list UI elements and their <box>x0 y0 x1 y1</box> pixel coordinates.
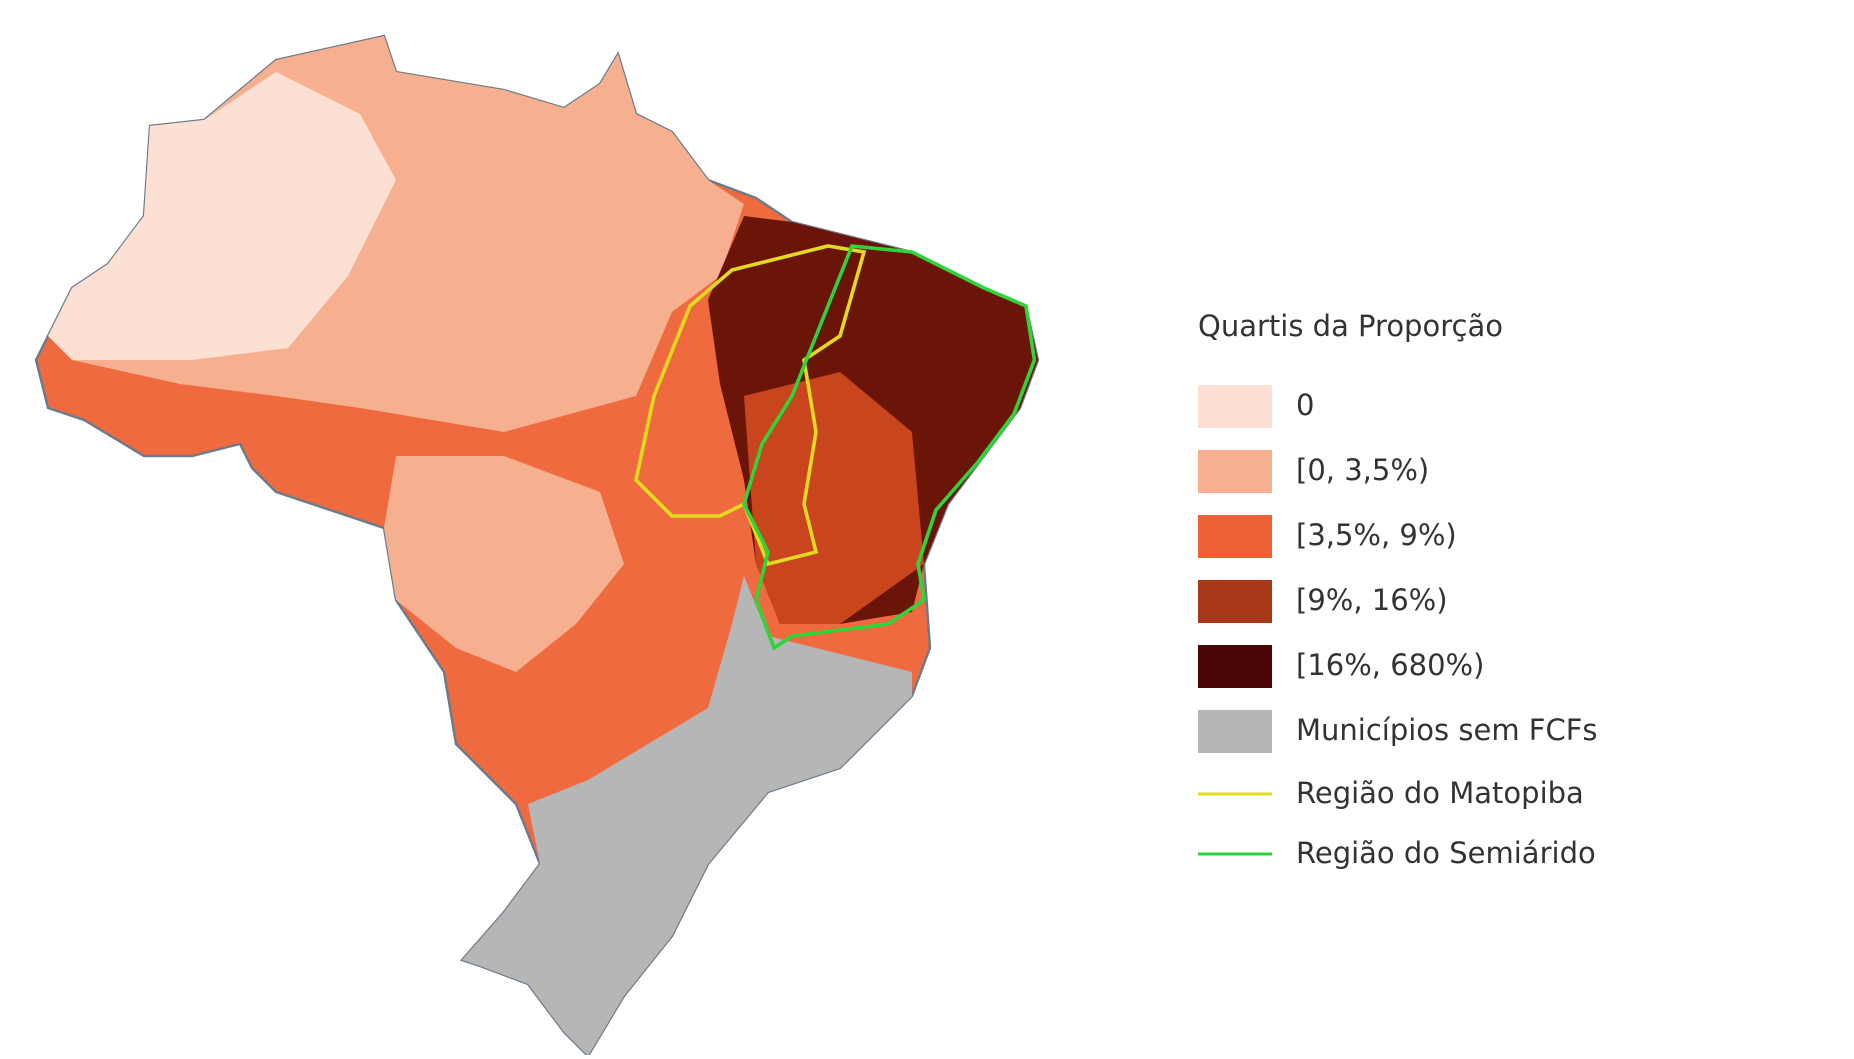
legend-label: Municípios sem FCFs <box>1296 713 1598 747</box>
legend-label: Região do Semiárido <box>1296 836 1596 870</box>
region-mid <box>384 456 624 672</box>
legend-label: [0, 3,5%) <box>1296 453 1429 487</box>
legend: 0 [0, 3,5%) [3,5%, 9%) [9%, 16%) [16%, 680%)… <box>1198 385 1598 870</box>
legend-swatch <box>1198 450 1272 493</box>
matopiba-outline <box>634 244 867 567</box>
region-zero <box>48 72 397 360</box>
legend-swatch <box>1198 580 1272 623</box>
legend-label: [9%, 16%) <box>1296 583 1448 617</box>
legend-label: [16%, 680%) <box>1296 648 1484 682</box>
legend-swatch <box>1198 710 1272 753</box>
legend-swatch <box>1198 385 1272 428</box>
map <box>34 34 1040 1058</box>
legend-label: 0 <box>1296 388 1314 422</box>
legend-label: [3,5%, 9%) <box>1296 518 1457 552</box>
legend-title: Quartis da Proporção <box>1198 309 1503 343</box>
region-no-data <box>462 576 913 1056</box>
legend-swatch <box>1198 515 1272 558</box>
legend-label: Região do Matopiba <box>1296 776 1584 810</box>
legend-swatch <box>1198 645 1272 688</box>
semiarido-outline <box>742 244 1037 651</box>
region-bahia <box>744 372 925 624</box>
